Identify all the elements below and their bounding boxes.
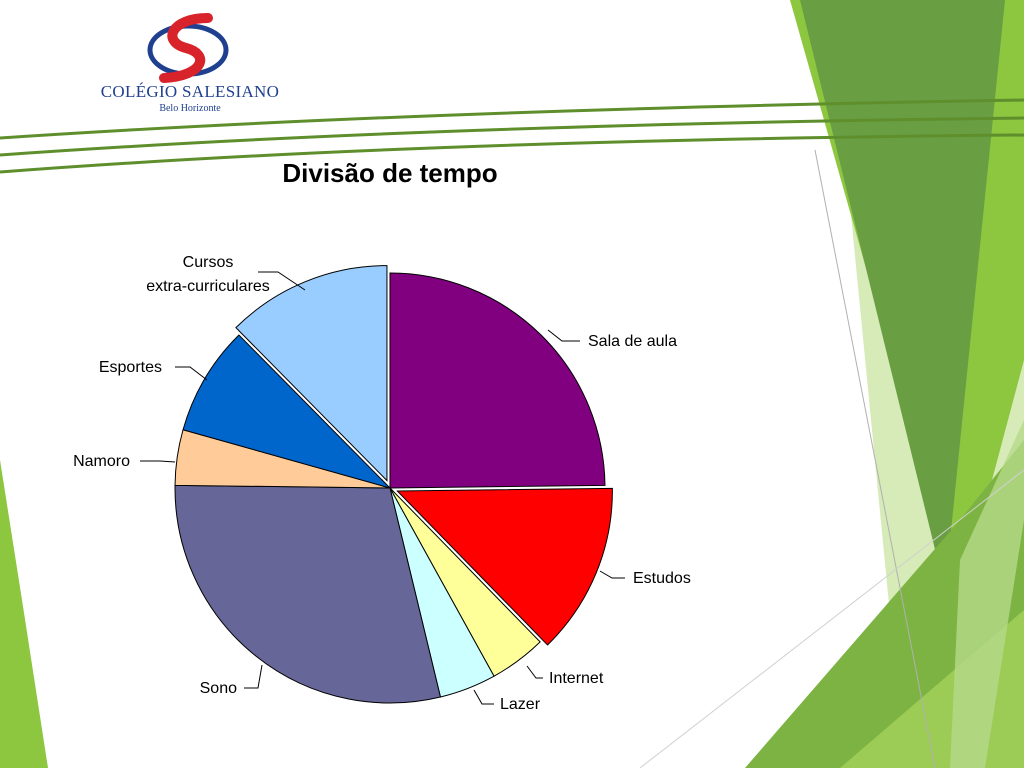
leader-line-sala-de-aula — [547, 329, 580, 342]
slice-label-cursos-extra-curriculares-line-2: extra-curriculares — [146, 278, 270, 295]
green-band-accent — [950, 420, 1024, 768]
leader-line-estudos — [599, 570, 625, 579]
leader-line-internet — [526, 665, 543, 679]
logo-city: Belo Horizonte — [159, 103, 221, 114]
chart-title: Divisão de tempo — [282, 158, 498, 188]
pie-slice-sala-de-aula — [389, 272, 606, 489]
leader-line-cursos-extra-curriculares — [258, 271, 306, 291]
pie-slice-estudos — [396, 487, 613, 646]
slice-label-esportes: Esportes — [99, 359, 162, 376]
pie-slice-cursos-extra-curriculares — [235, 265, 388, 482]
header-rule-1 — [0, 98, 1024, 140]
school-logo: COLÉGIO SALESIANO Belo Horizonte — [100, 10, 280, 120]
slice-label-internet: Internet — [549, 670, 604, 687]
green-band-dark — [800, 0, 1005, 590]
pie-slice-sono — [174, 484, 442, 704]
slice-label-estudos: Estudos — [633, 570, 691, 587]
thin-line-2 — [639, 469, 1024, 768]
slice-label-cursos-extra-curriculares-line-1: Cursos — [183, 254, 234, 271]
thin-line-1 — [814, 149, 936, 768]
header-rule-3 — [0, 133, 1024, 174]
logo-mark — [147, 13, 229, 83]
slice-label-namoro: Namoro — [73, 453, 130, 470]
leader-line-sono — [244, 664, 263, 689]
green-left-sliver — [0, 460, 48, 768]
leader-line-lazer — [473, 689, 494, 705]
slice-label-lazer: Lazer — [500, 696, 541, 713]
leader-line-namoro — [140, 460, 176, 463]
slice-label-sono: Sono — [200, 680, 237, 697]
leader-line-esportes — [175, 366, 208, 381]
slice-label-sala-de-aula: Sala de aula — [588, 333, 677, 350]
header-rule-2 — [0, 116, 1024, 157]
logo-name: COLÉGIO SALESIANO — [100, 82, 280, 101]
